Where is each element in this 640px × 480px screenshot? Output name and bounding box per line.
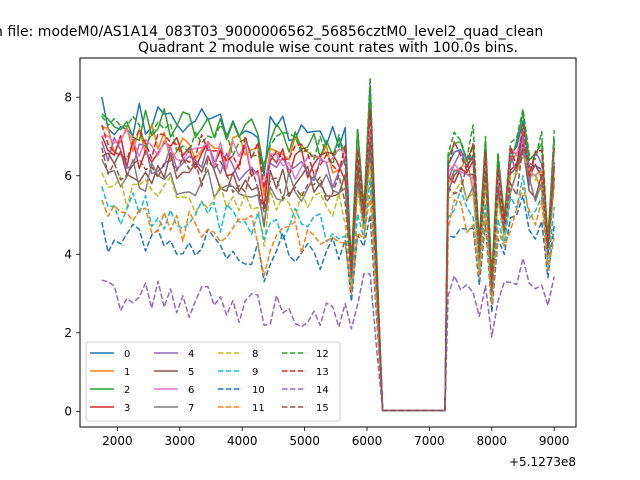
x-axis-offset-label: +5.1273e8 xyxy=(509,455,576,469)
y-tick-label: 4 xyxy=(64,247,72,261)
x-tick-label: 8000 xyxy=(477,434,508,448)
legend-box xyxy=(85,341,341,422)
plot-area-frame xyxy=(79,57,577,428)
legend-label-2: 2 xyxy=(124,385,130,396)
y-tick-label: 2 xyxy=(64,326,72,340)
chart-title: Quadrant 2 module wise count rates with … xyxy=(138,40,518,56)
x-axis: 2000 3000 4000 5000 6000 7000 8000 9000 xyxy=(102,427,569,448)
y-tick-label: 0 xyxy=(64,404,72,418)
legend-label-0: 0 xyxy=(124,349,130,360)
x-tick-label: 9000 xyxy=(539,434,570,448)
series-line-11 xyxy=(101,186,555,412)
legend-label-8: 8 xyxy=(252,349,258,360)
legend-label-13: 13 xyxy=(316,367,329,378)
series-line-15 xyxy=(101,135,555,412)
legend-label-5: 5 xyxy=(188,367,194,378)
y-axis: 0 2 4 6 8 xyxy=(64,90,80,418)
legend-label-7: 7 xyxy=(188,403,194,414)
legend-label-11: 11 xyxy=(252,403,265,414)
y-tick-label: 8 xyxy=(64,90,72,104)
plot-lines xyxy=(101,76,555,412)
legend-label-14: 14 xyxy=(316,385,329,396)
x-tick-label: 5000 xyxy=(289,434,320,448)
x-tick-label: 7000 xyxy=(414,434,445,448)
series-line-10 xyxy=(101,194,555,412)
series-line-8 xyxy=(101,155,555,412)
legend-label-1: 1 xyxy=(124,367,130,378)
legend-label-9: 9 xyxy=(252,367,258,378)
legend-label-12: 12 xyxy=(316,349,329,360)
legend-label-3: 3 xyxy=(124,403,130,414)
figure-suptitle: n file: modeM0/AS1A14_083T03_9000006562_… xyxy=(0,24,543,40)
legend-label-6: 6 xyxy=(188,385,194,396)
y-tick-label: 6 xyxy=(64,169,72,183)
legend-label-15: 15 xyxy=(316,403,329,414)
x-tick-label: 3000 xyxy=(165,434,196,448)
legend-label-4: 4 xyxy=(188,349,194,360)
series-line-14 xyxy=(101,257,555,412)
x-tick-label: 6000 xyxy=(352,434,383,448)
legend-label-10: 10 xyxy=(252,385,265,396)
x-tick-label: 4000 xyxy=(227,434,258,448)
x-tick-label: 2000 xyxy=(102,434,133,448)
